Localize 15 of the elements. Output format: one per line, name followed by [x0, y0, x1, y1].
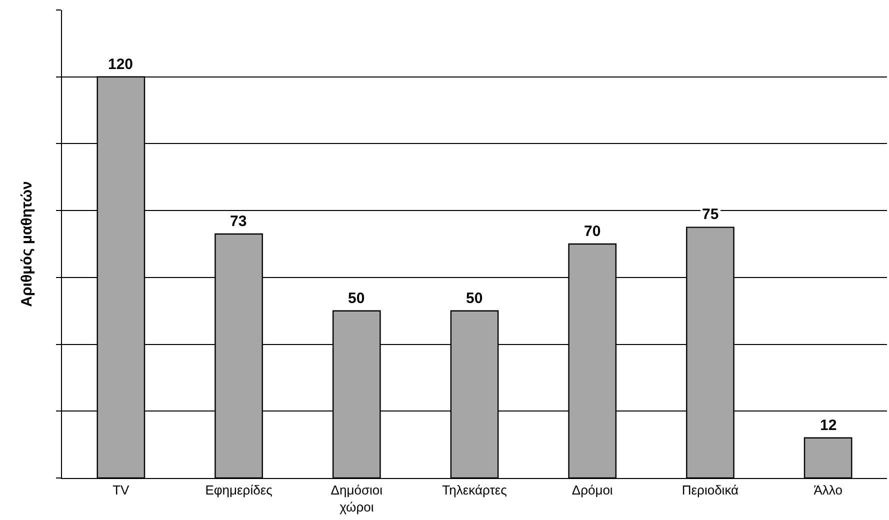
- x-tick-label: Άλλο: [814, 482, 842, 498]
- y-axis-title: Αριθμός μαθητών: [18, 181, 36, 307]
- data-label: 12: [820, 417, 837, 434]
- data-label: 50: [466, 290, 483, 307]
- x-tick-label: Περιοδικά: [682, 482, 740, 498]
- data-label: 70: [584, 223, 601, 240]
- x-tick-label: TV: [112, 482, 130, 498]
- x-tick-label: Τηλεκάρτες: [442, 482, 507, 498]
- data-label: 75: [702, 206, 719, 223]
- data-label: 120: [108, 56, 134, 73]
- x-tick-label: Δημόσιοι χώροι: [330, 482, 383, 514]
- x-tick-label: Εφημερίδες: [205, 482, 272, 498]
- data-label: 50: [348, 290, 365, 307]
- data-label: 73: [230, 213, 247, 230]
- x-tick-label: Δρόμοι: [572, 482, 613, 498]
